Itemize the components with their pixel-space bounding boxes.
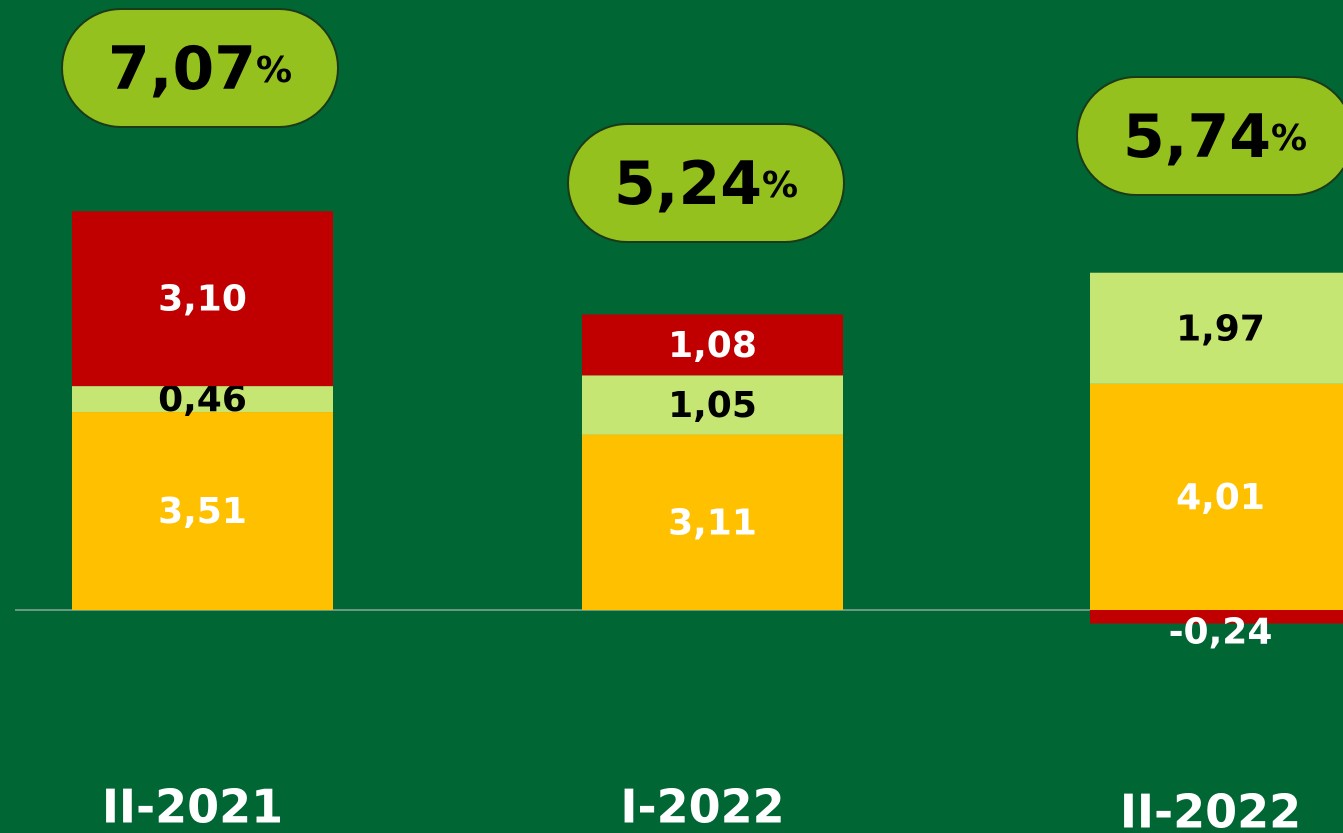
bar-segment [72,211,333,387]
bar-segment [72,386,333,413]
total-label: 5,74% [1123,102,1307,172]
bar-segment [1090,383,1343,610]
bar-segment [582,375,843,435]
value-label: 3,51 [158,491,247,532]
value-label: 3,10 [158,279,247,320]
total-pill [61,8,339,128]
bar-segment [582,434,843,610]
total-unit: % [1271,118,1307,159]
total-label: 7,07% [108,34,292,104]
value-label: 1,08 [668,325,757,366]
bar-segment [72,412,333,610]
total-value: 5,24 [614,149,762,219]
bar-segment [582,314,843,376]
value-label: 3,11 [668,502,757,543]
x-tick-label: II-2021 [102,780,283,833]
value-label: 4,01 [1176,477,1265,518]
total-unit: % [762,165,798,206]
total-value: 5,74 [1123,102,1271,172]
bar-segment [1090,272,1343,384]
total-pill [1076,76,1343,196]
bar-segment [1090,610,1343,624]
total-label: 5,24% [614,149,798,219]
value-label: 1,05 [668,385,757,426]
total-unit: % [256,50,292,91]
total-pill [567,123,845,243]
x-tick-label: II-2022 [1120,785,1301,833]
x-tick-label: I-2022 [620,780,784,833]
total-value: 7,07 [108,34,256,104]
value-label: 1,97 [1176,308,1265,349]
value-label: -0,24 [1169,612,1273,653]
